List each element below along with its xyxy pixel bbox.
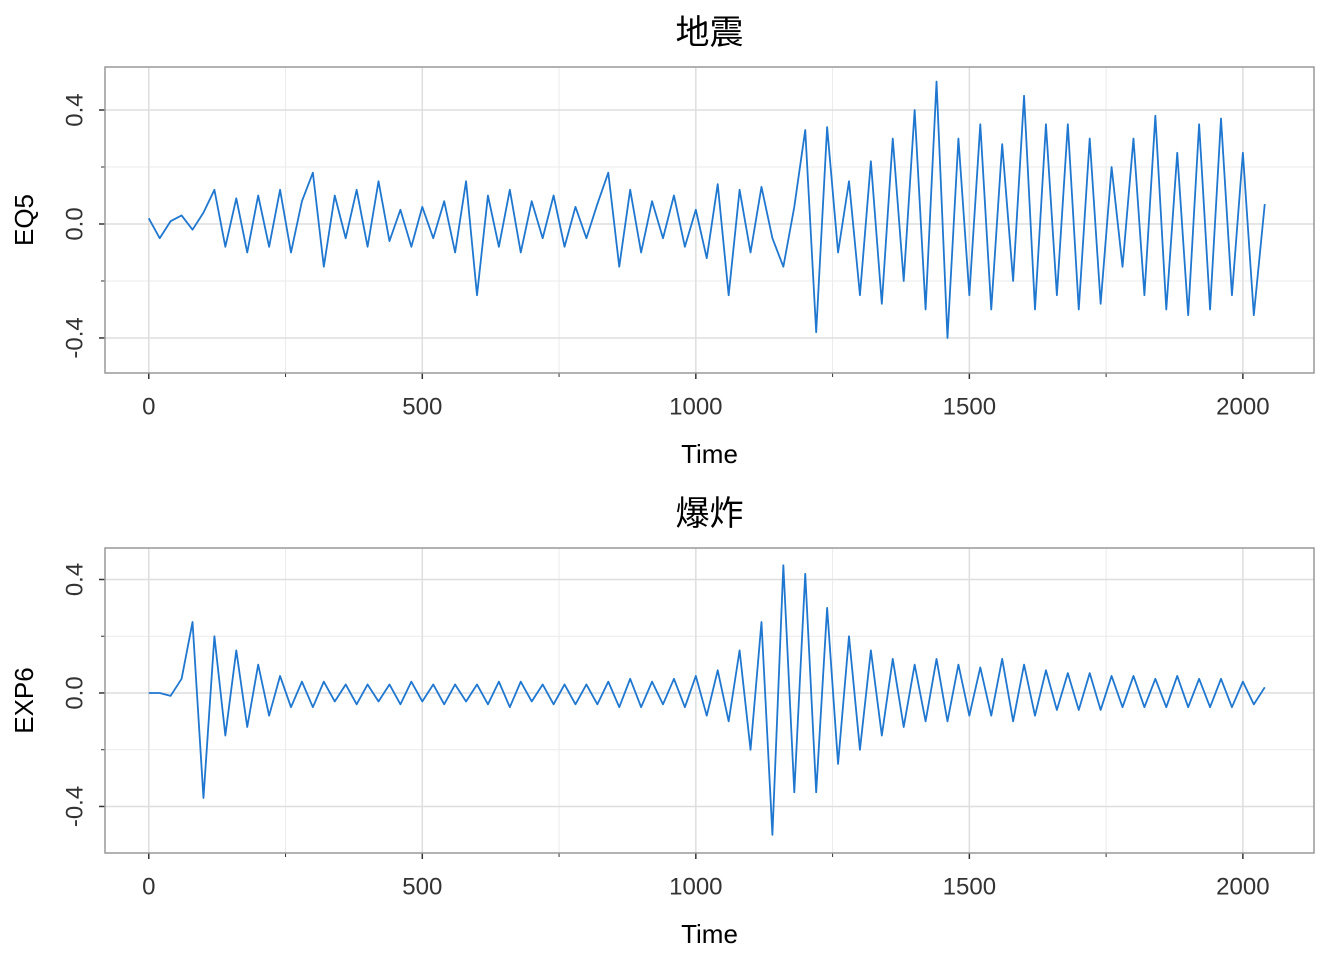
y-tick-label: 0.4 [61,563,88,596]
x-tick-label: 2000 [1216,873,1269,900]
x-tick-label: 2000 [1216,393,1269,420]
panel [105,67,1314,373]
x-tick-label: 0 [142,873,155,900]
x-tick-label: 0 [142,393,155,420]
y-axis-label: EQ5 [9,194,39,246]
x-tick-label: 500 [402,393,442,420]
y-tick-label: 0.0 [61,207,88,240]
x-tick-label: 1500 [943,393,996,420]
x-tick-label: 1000 [669,393,722,420]
series-line [147,80,1266,339]
chart-title: 地震 [676,13,744,53]
x-axis-label: Time [681,919,738,949]
y-axis-label: EXP6 [9,667,39,734]
x-tick-label: 1500 [943,873,996,900]
y-tick-label: 0.0 [61,676,88,709]
y-tick-label: -0.4 [61,317,88,358]
y-tick-label: -0.4 [61,786,88,827]
y-tick-label: 0.4 [61,93,88,126]
panel-border [104,547,1315,854]
chart-title: 爆炸 [676,494,744,534]
panel-border [104,66,1315,374]
x-tick-label: 1000 [669,873,722,900]
series-line [148,564,1266,836]
x-tick-label: 500 [402,873,442,900]
x-axis-label: Time [681,439,738,469]
